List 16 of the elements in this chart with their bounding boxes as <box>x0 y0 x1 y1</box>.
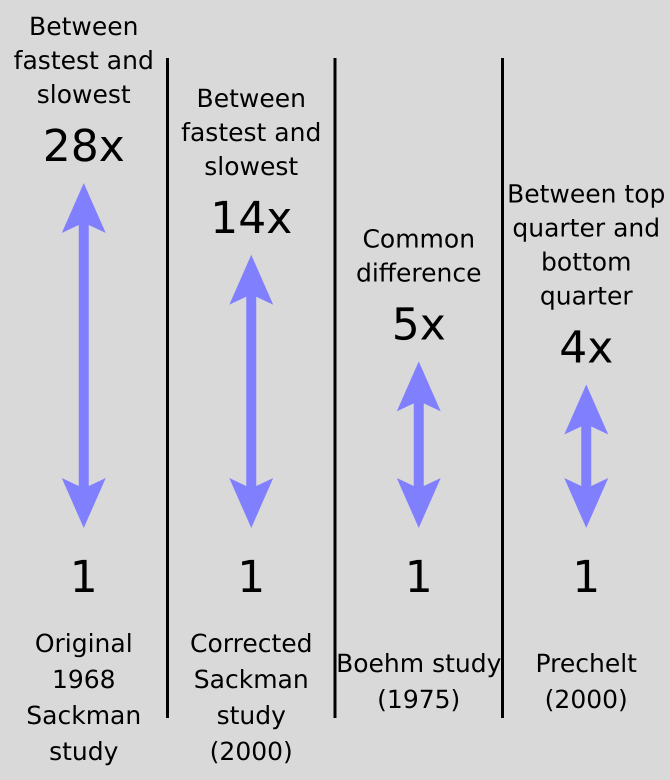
text: 1 <box>404 552 433 603</box>
data-label: 4x <box>559 322 614 374</box>
category-label: Corrected Sackman study (2000) <box>190 629 312 766</box>
text: Between fastest and slowest <box>181 84 322 181</box>
text: Between fastest and slowest <box>14 12 154 109</box>
text: 1 <box>572 552 600 603</box>
category-label: Prechelt (2000) <box>536 649 638 714</box>
data-label: 28x <box>42 121 125 172</box>
data-label: 5x <box>392 299 446 350</box>
text: 1 <box>237 552 266 603</box>
text: Between top quarter and bottom quarter <box>507 179 666 310</box>
text: 1 <box>70 552 98 603</box>
text: Common difference <box>356 224 482 288</box>
data-label: 14x <box>210 192 292 244</box>
category-label: Original 1968 Sackman study <box>26 629 142 766</box>
category-label: Boehm study (1975) <box>336 649 502 714</box>
